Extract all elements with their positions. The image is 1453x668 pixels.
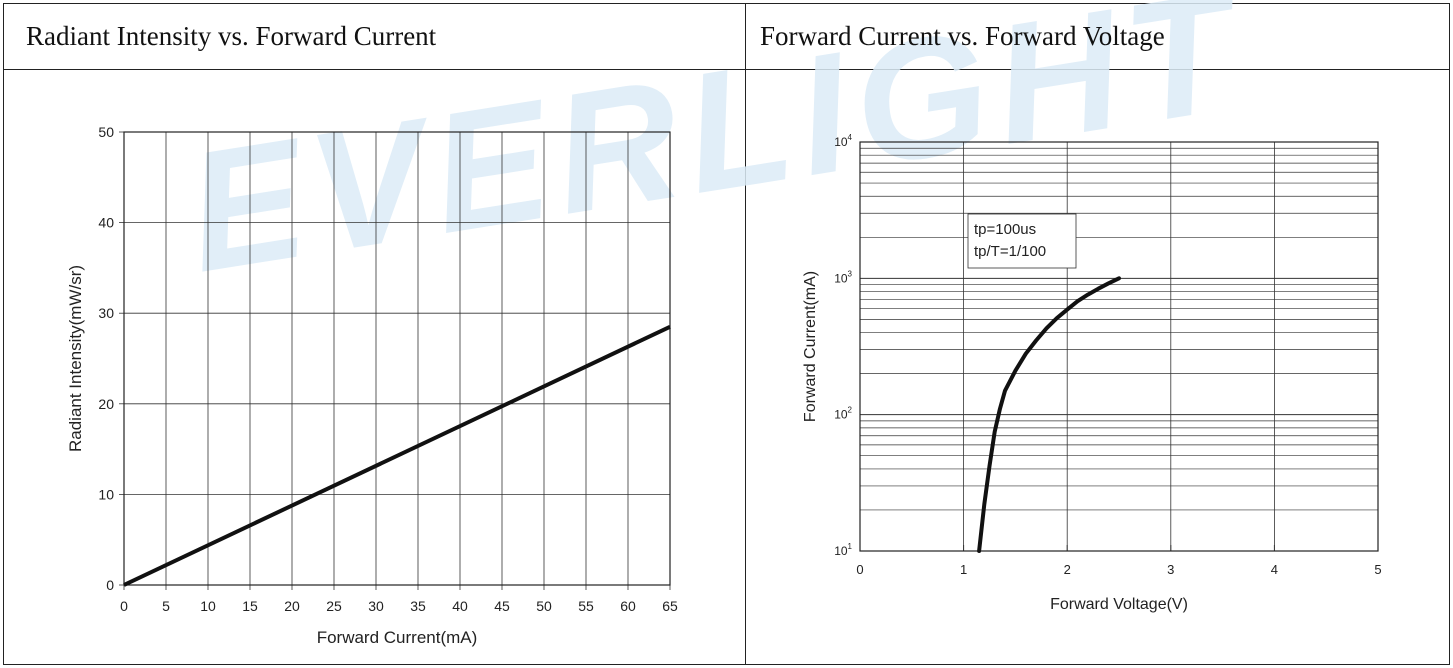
y-tick-label: 101 [834, 542, 852, 558]
y-tick-label: 102 [834, 406, 852, 422]
y-axis-label: Forward Current(mA) [802, 271, 819, 422]
x-axis-label: Forward Voltage(V) [1050, 596, 1188, 613]
y-tick-label: 10 [98, 486, 114, 502]
y-tick-label: 0 [106, 577, 114, 593]
y-tick-label: 20 [98, 396, 114, 412]
x-tick-label: 45 [494, 598, 510, 614]
x-tick-label: 5 [1374, 562, 1381, 577]
right-panel-title: Forward Current vs. Forward Voltage [760, 21, 1165, 51]
x-axis-label: Forward Current(mA) [317, 628, 478, 647]
header-divider [3, 69, 1450, 70]
x-tick-label: 50 [536, 598, 552, 614]
forward-current-curve [977, 276, 1121, 553]
x-tick-label: 25 [326, 598, 342, 614]
radiant-intensity-chart: 0 5 10 15 20 25 30 35 40 45 50 55 60 65 0 10 20 30 40 50 For… [66, 124, 678, 647]
y-axis-label: Radiant Intensity(mW/sr) [66, 265, 85, 452]
x-tick-label: 0 [856, 562, 863, 577]
x-tick-label: 55 [578, 598, 594, 614]
y-tick-label: 30 [98, 305, 114, 321]
x-tick-label: 1 [960, 562, 967, 577]
x-tick-label: 15 [242, 598, 258, 614]
table-frame [3, 3, 1450, 665]
annotation-text: tp=100us [974, 221, 1036, 238]
x-tick-label: 10 [200, 598, 216, 614]
x-tick-label: 65 [662, 598, 678, 614]
plot-area-border [123, 131, 671, 586]
radiant-intensity-line [123, 324, 671, 587]
x-tick-label: 2 [1064, 562, 1071, 577]
x-tick-label: 30 [368, 598, 384, 614]
x-tick-label: 4 [1271, 562, 1278, 577]
left-panel-title: Radiant Intensity vs. Forward Current [26, 21, 437, 51]
x-tick-label: 3 [1167, 562, 1174, 577]
x-tick-label: 40 [452, 598, 468, 614]
x-tick-label: 20 [284, 598, 300, 614]
panel-divider [745, 3, 746, 665]
x-tick-label: 35 [410, 598, 426, 614]
y-tick-label: 104 [834, 133, 852, 149]
x-tick-label: 0 [120, 598, 128, 614]
y-tick-label: 50 [98, 124, 114, 140]
annotation-box [967, 213, 1077, 269]
plot-area-border [859, 141, 1379, 552]
x-tick-label: 60 [620, 598, 636, 614]
x-tick-label: 5 [162, 598, 170, 614]
annotation-text: tp/T=1/100 [974, 243, 1046, 260]
y-tick-label: 103 [834, 269, 852, 285]
y-tick-label: 40 [98, 215, 114, 231]
